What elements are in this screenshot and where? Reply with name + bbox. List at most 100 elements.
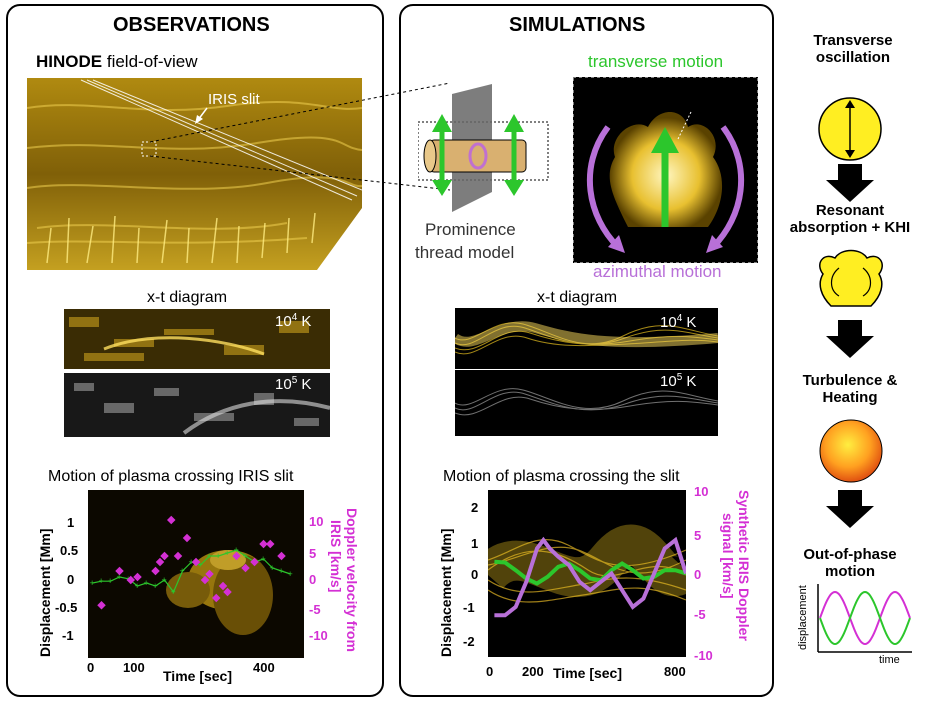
khi-icon	[819, 249, 883, 307]
middle-temp2-label: 105 K	[660, 372, 696, 390]
down-arrow-icon	[826, 490, 874, 528]
displacement-point: +	[108, 576, 113, 586]
temp2-exp: 5	[676, 372, 683, 383]
observations-panel	[6, 4, 384, 697]
displacement-point: +	[270, 563, 275, 573]
left-plot-title: Motion of plasma crossing IRIS slit	[48, 468, 294, 485]
model-label-2: thread model	[415, 243, 515, 262]
middle-ylabel: Displacement [Mm]	[438, 528, 454, 657]
middle-ytick: -2	[463, 634, 475, 649]
middle-temp1-label: 104 K	[660, 313, 696, 331]
step3-label-1: Turbulence &	[802, 372, 898, 389]
mini-ylabel: displacement	[797, 585, 809, 650]
displacement-point: +	[216, 551, 221, 561]
displacement-point: +	[207, 551, 212, 561]
left-ytick: -0.5	[55, 600, 78, 615]
displacement-point: +	[153, 581, 158, 591]
left-xt-10e5	[64, 373, 330, 437]
displacement-point: +	[171, 587, 176, 597]
left-y2tick: -10	[309, 628, 328, 643]
green-wave	[819, 590, 911, 646]
middle-y2label-2: signal [km/s]	[720, 513, 736, 599]
middle-xt-title: x-t diagram	[537, 289, 618, 306]
heating-icon	[819, 419, 883, 483]
displacement-point: +	[198, 560, 203, 570]
middle-xt-10e5	[455, 370, 718, 436]
left-temp1-label: 104 K	[275, 312, 311, 330]
displacement-point: +	[279, 566, 284, 576]
middle-ytick: 0	[471, 567, 479, 582]
iris-slit-label: IRIS slit	[208, 91, 260, 108]
temp2-unit: K	[297, 376, 312, 393]
thread-model	[418, 84, 549, 212]
azimuthal-motion-label: azimuthal motion	[593, 262, 722, 281]
step2-label-2: absorption + KHI	[789, 219, 911, 236]
left-ytick: -1	[62, 628, 74, 643]
left-xtick: 0	[87, 660, 95, 675]
middle-ytick: -1	[463, 600, 475, 615]
middle-xt-10e4	[455, 308, 718, 369]
middle-chart	[488, 490, 686, 657]
temp1-base: 10	[275, 313, 292, 330]
displacement-point: +	[243, 551, 248, 561]
middle-xtick: 800	[664, 664, 686, 679]
temp2-exp: 5	[291, 375, 298, 386]
middle-chart-series	[494, 536, 686, 618]
left-y2tick: -5	[309, 602, 321, 617]
displacement-point: +	[288, 569, 293, 579]
left-xtick: 100	[123, 660, 145, 675]
left-chart-blob	[166, 550, 273, 635]
temp1-exp: 4	[291, 312, 298, 323]
mini-xlabel: time	[879, 654, 900, 666]
temp1-base: 10	[660, 314, 677, 331]
left-ytick: 0	[67, 572, 75, 587]
hinode-label: HINODE	[36, 52, 103, 71]
displacement-point: +	[189, 557, 194, 567]
temp1-unit: K	[297, 313, 312, 330]
middle-y2tick: 10	[694, 484, 709, 499]
displacement-point: +	[225, 548, 230, 558]
displacement-point: +	[162, 575, 167, 585]
left-y2tick: 10	[309, 514, 324, 529]
out-of-phase-plot	[817, 584, 912, 653]
observations-title: OBSERVATIONS	[113, 14, 270, 36]
temp2-unit: K	[682, 373, 697, 390]
transverse-oscillation-icon	[818, 97, 882, 161]
displacement-point: +	[135, 581, 140, 591]
left-y2label-2: IRIS [km/s]	[328, 520, 344, 593]
middle-xtick: 200	[522, 664, 544, 679]
left-chart: +++++++++++++++++++++++	[88, 490, 304, 658]
middle-xlabel: Time [sec]	[553, 665, 622, 681]
step4-label-2: motion	[825, 563, 875, 580]
left-y2tick: 5	[309, 546, 317, 561]
down-arrow-icon	[826, 164, 874, 202]
displacement-point: +	[261, 554, 266, 564]
left-ytick: 1	[67, 515, 75, 530]
left-temp2-label: 105 K	[275, 375, 311, 393]
displacement-point: +	[234, 545, 239, 555]
left-xt-title: x-t diagram	[147, 289, 228, 306]
temp1-exp: 4	[676, 313, 683, 324]
middle-plot-title: Motion of plasma crossing the slit	[443, 468, 680, 485]
displacement-point: +	[144, 578, 149, 588]
simulations-panel	[399, 4, 774, 697]
step3-label-2: Heating	[822, 389, 878, 406]
middle-ytick: 1	[471, 536, 479, 551]
temp1-unit: K	[682, 314, 697, 331]
displacement-point: +	[90, 578, 95, 588]
middle-ytick: 2	[471, 500, 479, 515]
displacement-point: +	[180, 566, 185, 576]
displacement-point: +	[117, 572, 122, 582]
temp2-base: 10	[275, 376, 292, 393]
left-xtick: 400	[253, 660, 275, 675]
left-ytick: 0.5	[60, 543, 79, 558]
down-arrow-icon	[826, 320, 874, 358]
left-y2label-1: Doppler velocity from	[344, 508, 360, 652]
step1-label: Transverse oscillation	[813, 32, 893, 66]
middle-xtick: 0	[486, 664, 494, 679]
step4-label-1: Out-of-phase	[803, 546, 897, 563]
hinode-image	[27, 78, 362, 270]
doppler-line	[494, 536, 686, 618]
transverse-motion-label: transverse motion	[588, 52, 724, 71]
fov-label: field-of-view	[102, 52, 198, 71]
